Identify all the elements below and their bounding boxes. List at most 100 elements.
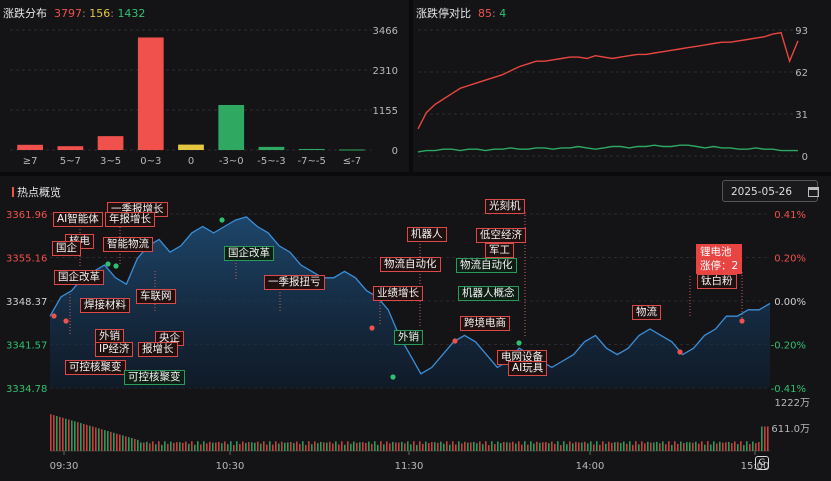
- volume-bar: [335, 441, 337, 451]
- volume-bar: [659, 443, 661, 451]
- concept-tag[interactable]: 机器人: [407, 227, 447, 242]
- limit-ytick-label: 93: [795, 26, 808, 37]
- volume-bar: [230, 441, 232, 451]
- concept-tag[interactable]: 钛白粉: [697, 274, 737, 289]
- concept-tag[interactable]: 外销: [394, 330, 423, 345]
- volume-bar: [215, 442, 217, 451]
- highlight-limit-line: 涨停：2: [700, 259, 738, 273]
- volume-bar: [224, 441, 226, 451]
- volume-bar: [347, 441, 349, 451]
- volume-bar: [440, 441, 442, 451]
- distribution-bar-chart: 3466 2310 1155 0 ≥7 5~7 3~5 0~3 0 -3~0 -5~-3 -7~-5 ≤…: [10, 26, 398, 167]
- dist-bar-1: [57, 146, 84, 150]
- volume-bar: [368, 441, 370, 451]
- volume-bar: [512, 441, 514, 451]
- volume-bar: [638, 444, 640, 451]
- hot-header: 热点概览: [12, 184, 61, 200]
- concept-tag[interactable]: 机器人概念: [458, 286, 519, 301]
- volume-bar: [359, 442, 361, 451]
- volume-bar: [611, 442, 613, 451]
- concept-tag[interactable]: 外销: [95, 329, 124, 344]
- calendar-icon[interactable]: [808, 187, 819, 197]
- concept-tag[interactable]: 国企: [52, 241, 81, 256]
- volume-bar: [728, 441, 730, 451]
- concept-tag[interactable]: 国企改革: [224, 246, 274, 261]
- volume-bar: [578, 442, 580, 451]
- volume-bar: [665, 444, 667, 451]
- concept-tag[interactable]: 国企改革: [54, 270, 104, 285]
- hot-marker-dot: [63, 318, 69, 324]
- volume-bar: [389, 443, 391, 451]
- volume-bar: [197, 441, 199, 451]
- dist-category-label: -5~-3: [257, 156, 285, 167]
- concept-tag[interactable]: 低空经济: [476, 228, 526, 243]
- hot-marker-dot: [452, 338, 458, 344]
- volume-bar: [272, 444, 274, 451]
- volume-bar: [656, 441, 658, 451]
- concept-tag[interactable]: 跨境电商: [460, 316, 510, 331]
- concept-tag[interactable]: 焊接材料: [80, 298, 130, 313]
- concept-tag[interactable]: 物流: [632, 305, 661, 320]
- concept-tag[interactable]: AI智能体: [53, 212, 103, 227]
- date-picker[interactable]: 2025-05-26: [722, 180, 819, 202]
- volume-bar: [509, 442, 511, 451]
- volume-bar: [395, 442, 397, 451]
- concept-tag[interactable]: 一季报扭亏: [264, 275, 325, 290]
- volume-bar: [143, 442, 145, 451]
- volume-bar: [722, 442, 724, 451]
- volume-bar: [170, 441, 172, 451]
- concept-tag[interactable]: 智能物流: [103, 237, 153, 252]
- volume-bar: [212, 442, 214, 451]
- volume-bar: [233, 445, 235, 451]
- volume-bar: [341, 441, 343, 451]
- volume-bar: [746, 441, 748, 451]
- volume-bar: [479, 441, 481, 451]
- volume-bar: [680, 441, 682, 451]
- volume-bar: [188, 443, 190, 451]
- volume-bar: [623, 441, 625, 451]
- concept-tag[interactable]: 物流自动化: [456, 258, 517, 273]
- volume-bar: [689, 442, 691, 451]
- volume-bar: [758, 441, 760, 451]
- volume-bar: [263, 441, 265, 451]
- dist-category-label: -3~0: [219, 156, 244, 167]
- dist-category-label: 5~7: [60, 156, 81, 167]
- volume-bar: [602, 441, 604, 451]
- concept-tag[interactable]: 物流自动化: [380, 257, 441, 272]
- limit-series-line-1: [417, 144, 798, 153]
- volume-bar: [311, 444, 313, 451]
- hot-marker-dot: [51, 313, 57, 319]
- volume-bar: [185, 441, 187, 451]
- highlight-concept-box[interactable]: 锂电池 涨停：2: [696, 244, 743, 274]
- volume-bar: [164, 441, 166, 451]
- concept-tag[interactable]: 年报增长: [105, 212, 155, 227]
- concept-tag[interactable]: 可控核聚变: [65, 360, 126, 375]
- volume-bar: [95, 427, 97, 451]
- volume-bar: [701, 441, 703, 451]
- hot-price-label: 3361.96: [6, 210, 47, 221]
- volume-bar: [716, 443, 718, 451]
- volume-bar: [539, 442, 541, 451]
- hot-marker-dot: [369, 325, 375, 331]
- volume-bar: [383, 444, 385, 451]
- time-label: 10:30: [216, 461, 245, 472]
- volume-bar: [74, 421, 76, 451]
- concept-tag[interactable]: 军工: [485, 243, 514, 258]
- volume-bar: [134, 438, 136, 451]
- dist-category-label: ≥7: [23, 156, 38, 167]
- volume-bar: [116, 433, 118, 451]
- concept-tag[interactable]: 报增长: [138, 342, 178, 357]
- volume-bar: [551, 441, 553, 451]
- up-down-distribution-panel: 涨跌分布 3797: 156: 1432 3466 2310 1155 0 ≥7 5~7 3…: [0, 0, 409, 172]
- concept-tag[interactable]: AI玩具: [508, 361, 548, 376]
- concept-tag[interactable]: 可控核聚变: [124, 370, 185, 385]
- dist-bar-4: [178, 144, 204, 150]
- volume-bar: [626, 443, 628, 451]
- date-value: 2025-05-26: [731, 186, 793, 198]
- logo-icon: G: [755, 455, 769, 470]
- concept-tag[interactable]: 业绩增长: [373, 286, 423, 301]
- concept-tag[interactable]: IP经济: [95, 342, 134, 357]
- concept-tag[interactable]: 车联网: [136, 289, 176, 304]
- concept-tag[interactable]: 光刻机: [485, 199, 525, 214]
- volume-bar: [455, 444, 457, 451]
